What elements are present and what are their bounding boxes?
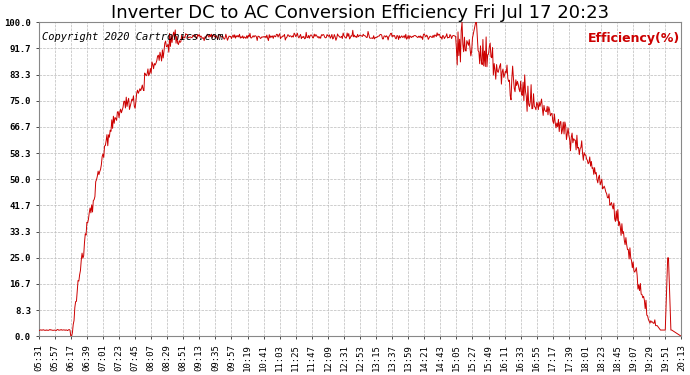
Text: Efficiency(%): Efficiency(%) <box>588 32 680 45</box>
Text: Copyright 2020 Cartronics.com: Copyright 2020 Cartronics.com <box>42 32 223 42</box>
Title: Inverter DC to AC Conversion Efficiency Fri Jul 17 20:23: Inverter DC to AC Conversion Efficiency … <box>111 4 609 22</box>
